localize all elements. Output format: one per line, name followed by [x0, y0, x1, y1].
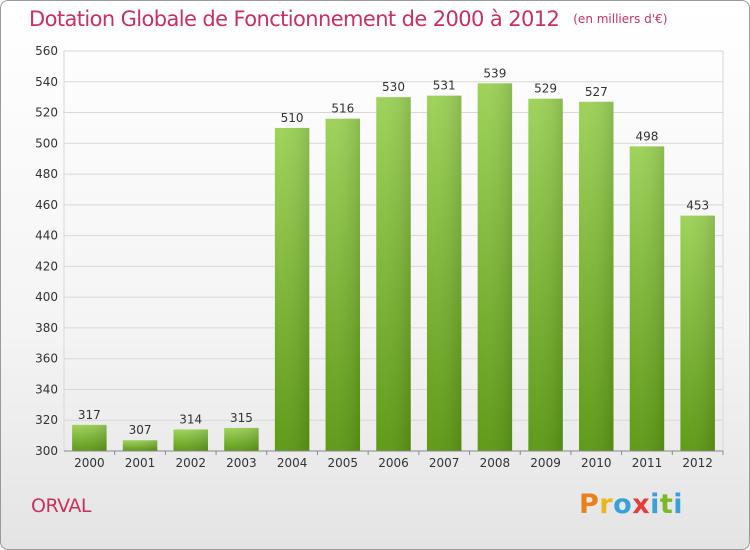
y-tick-label: 540: [35, 75, 58, 89]
y-tick-label: 320: [35, 413, 58, 427]
x-axis: 2000 2001 2002 2003 2004 2005 2006 2007 2008 2009…: [64, 450, 724, 470]
bar-shade: [224, 427, 259, 451]
y-tick-label: 380: [35, 321, 58, 335]
logo-letter: t: [659, 489, 674, 520]
x-tick-label: 2006: [378, 456, 409, 470]
bar-shade: [274, 127, 310, 451]
logo-letter: P: [579, 489, 600, 520]
bar-value-label: 498: [636, 129, 659, 143]
bar-shade: [629, 146, 665, 451]
commune-name: ORVAL: [31, 495, 91, 517]
bar-shade: [325, 118, 361, 451]
x-tick-label: 2001: [125, 456, 156, 470]
bar-value-label: 527: [585, 85, 608, 99]
x-tick-label: 2010: [581, 456, 612, 470]
bar-shade: [579, 101, 614, 452]
y-axis: 300 320 340 360 380 400 420 440 460 480 500 520 540 5…: [35, 44, 58, 458]
logo-letter: x: [632, 489, 651, 520]
title-text: Dotation Globale de Fonctionnement de 20…: [29, 7, 560, 31]
bars: 317 307 314 315 510 516 530 531 539 529 527 498 453: [72, 66, 715, 452]
bar-value-label: 307: [129, 423, 152, 437]
x-tick-label: 2005: [328, 456, 359, 470]
bar-value-label: 539: [483, 66, 506, 80]
bar-value-label: 529: [534, 82, 557, 96]
y-tick-label: 460: [35, 198, 58, 212]
bar-shade: [426, 95, 462, 451]
bar-shade: [376, 97, 411, 452]
bar-shade: [528, 98, 563, 451]
bar-value-label: 531: [433, 79, 456, 93]
logo-letter: i: [673, 489, 684, 520]
bar-shade: [72, 424, 107, 451]
x-tick-label: 2009: [530, 456, 561, 470]
y-tick-label: 480: [35, 167, 58, 181]
x-tick-label: 2004: [277, 456, 308, 470]
bar-value-label: 317: [78, 408, 101, 422]
title-unit: (en milliers d'€): [573, 12, 668, 26]
chart-title: Dotation Globale de Fonctionnement de 20…: [29, 7, 667, 31]
bar-shade: [173, 429, 208, 451]
logo-letter: o: [613, 489, 633, 520]
bar-shade: [477, 83, 513, 452]
bar-shade: [680, 215, 715, 451]
x-tick-label: 2012: [682, 456, 713, 470]
x-tick-label: 2007: [429, 456, 460, 470]
y-tick-label: 360: [35, 352, 58, 366]
y-tick-label: 520: [35, 106, 58, 120]
x-tick-label: 2002: [175, 456, 206, 470]
bar-value-label: 314: [179, 412, 202, 426]
y-tick-label: 440: [35, 229, 58, 243]
bar-value-label: 530: [382, 80, 405, 94]
y-tick-label: 420: [35, 259, 58, 273]
x-tick-label: 2011: [632, 456, 663, 470]
bar-shade: [122, 440, 158, 451]
proxiti-logo: Proxiti: [579, 489, 683, 520]
bar-value-label: 453: [686, 199, 709, 213]
bar-value-label: 516: [331, 102, 354, 116]
x-tick-label: 2000: [74, 456, 105, 470]
y-tick-label: 340: [35, 382, 58, 396]
y-tick-label: 400: [35, 290, 58, 304]
y-tick-label: 500: [35, 136, 58, 150]
bar-value-label: 315: [230, 411, 253, 425]
logo-letter: i: [650, 489, 660, 520]
x-tick-label: 2003: [226, 456, 257, 470]
bar-value-label: 510: [281, 111, 304, 125]
y-tick-label: 560: [35, 44, 58, 58]
x-tick-label: 2008: [480, 456, 511, 470]
y-tick-label: 300: [35, 444, 58, 458]
logo-letter: r: [599, 489, 614, 520]
